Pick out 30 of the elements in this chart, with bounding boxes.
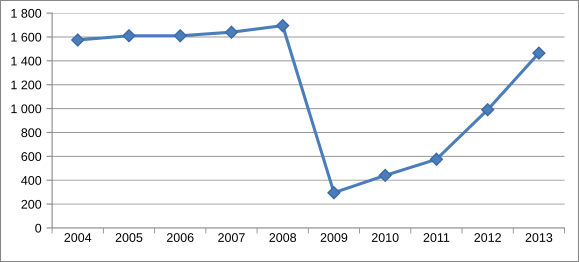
- x-tick-label: 2005: [116, 233, 142, 242]
- y-tick-label: 1 600: [11, 32, 42, 42]
- y-tick-label: 1 200: [11, 80, 42, 90]
- point: [224, 26, 238, 39]
- y-tick-label: 800: [21, 128, 42, 138]
- y-tick-label: 1 400: [11, 56, 42, 66]
- point: [122, 29, 136, 42]
- y-tick-label: 1 800: [11, 8, 42, 18]
- point: [430, 152, 444, 166]
- y-tick-label: 200: [21, 200, 42, 209]
- point: [71, 33, 84, 47]
- point: [481, 103, 494, 116]
- x-tick-label: 2007: [218, 233, 245, 242]
- x-tick-label: 2012: [474, 233, 501, 242]
- x-tick-label: 2010: [372, 233, 399, 242]
- point: [276, 19, 290, 32]
- x-tick-label: 2006: [166, 233, 194, 242]
- x-tick-label: 2009: [320, 233, 348, 242]
- x-tick-label: 2004: [64, 233, 92, 242]
- y-tick-label: 600: [21, 152, 42, 161]
- y-tick-label: 400: [21, 176, 42, 185]
- point: [532, 46, 546, 60]
- x-tick-label: 2008: [269, 233, 296, 242]
- point: [378, 168, 392, 182]
- point: [327, 186, 341, 200]
- y-tick-label: 1 000: [11, 104, 42, 114]
- y-tick-label: 0: [35, 224, 42, 233]
- point: [174, 29, 187, 42]
- x-tick-label: 2013: [526, 233, 552, 242]
- x-tick-label: 2011: [424, 233, 450, 242]
